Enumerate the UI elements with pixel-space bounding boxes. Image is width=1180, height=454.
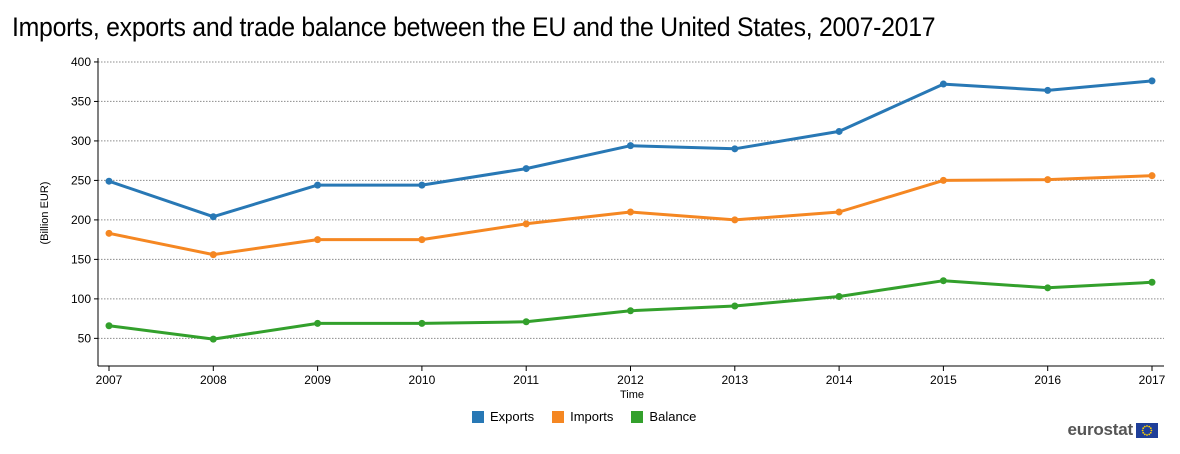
data-point-exports-2007[interactable] (105, 177, 113, 185)
y-tick-label-350: 350 (71, 94, 91, 108)
data-point-exports-2013[interactable] (731, 145, 739, 153)
eurostat-logo: eurostat (1068, 420, 1158, 440)
data-point-exports-2009[interactable] (314, 181, 322, 189)
legend-swatch-imports (552, 410, 565, 423)
x-axis-title: Time (620, 389, 644, 401)
data-point-balance-2008[interactable] (209, 335, 217, 343)
data-point-imports-2012[interactable] (627, 208, 634, 216)
x-tick-label-2007: 2007 (96, 373, 123, 387)
x-tick-label-2016: 2016 (1034, 373, 1061, 387)
legend: Exports Imports Balance (472, 409, 696, 424)
legend-item-balance[interactable]: Balance (631, 409, 696, 424)
data-point-imports-2011[interactable] (522, 220, 530, 228)
data-point-balance-2013[interactable] (731, 302, 739, 310)
y-tick-label-250: 250 (71, 173, 91, 187)
y-tick-label-200: 200 (71, 213, 91, 227)
data-point-balance-2015[interactable] (939, 277, 947, 285)
x-tick-label-2015: 2015 (930, 373, 957, 387)
x-tick-label-2014: 2014 (826, 373, 853, 387)
legend-item-imports[interactable]: Imports (552, 409, 613, 424)
data-point-exports-2011[interactable] (522, 165, 530, 173)
x-tick-label-2013: 2013 (721, 373, 748, 387)
data-point-balance-2011[interactable] (522, 318, 530, 326)
y-tick-label-100: 100 (71, 292, 91, 306)
data-point-exports-2017[interactable] (1148, 77, 1156, 85)
data-point-exports-2010[interactable] (418, 181, 426, 189)
data-point-balance-2010[interactable] (418, 319, 426, 327)
data-point-exports-2012[interactable] (627, 142, 634, 150)
legend-swatch-exports (472, 410, 484, 423)
data-point-imports-2009[interactable] (314, 236, 322, 244)
data-point-imports-2013[interactable] (731, 216, 739, 224)
y-tick-label-50: 50 (78, 331, 92, 345)
axes: 50 100 150 200 250 300 350 400 2007 2008 2009 2010 2… (71, 55, 1166, 387)
data-point-balance-2017[interactable] (1148, 278, 1156, 286)
legend-swatch-balance (631, 410, 644, 423)
legend-item-exports[interactable]: Exports (472, 409, 534, 424)
data-point-imports-2008[interactable] (209, 251, 217, 259)
data-point-exports-2016[interactable] (1044, 86, 1052, 94)
data-point-balance-2012[interactable] (627, 307, 634, 315)
data-point-exports-2008[interactable] (209, 213, 217, 221)
y-axis-title: (Billion EUR) (39, 182, 51, 245)
x-tick-label-2012: 2012 (617, 373, 644, 387)
eu-flag-icon (1136, 422, 1158, 438)
y-tick-label-400: 400 (71, 55, 91, 69)
data-point-imports-2017[interactable] (1148, 172, 1156, 180)
data-point-imports-2010[interactable] (418, 236, 426, 244)
data-point-imports-2016[interactable] (1044, 176, 1052, 184)
data-point-balance-2007[interactable] (105, 322, 113, 330)
data-point-imports-2015[interactable] (939, 176, 947, 184)
x-tick-label-2017: 2017 (1139, 373, 1166, 387)
data-point-imports-2014[interactable] (835, 208, 843, 216)
grid-lines (98, 61, 1164, 339)
data-point-imports-2007[interactable] (105, 229, 113, 237)
data-point-exports-2014[interactable] (835, 127, 843, 135)
x-tick-label-2009: 2009 (304, 373, 331, 387)
chart-title: Imports, exports and trade balance betwe… (12, 12, 936, 42)
x-tick-label-2011: 2011 (513, 373, 539, 387)
eurostat-wordmark: eurostat (1067, 420, 1134, 439)
data-point-balance-2016[interactable] (1044, 284, 1052, 292)
legend-label-balance: Balance (649, 409, 697, 424)
series-lines (105, 77, 1156, 343)
x-tick-label-2008: 2008 (200, 373, 227, 387)
legend-label-exports: Exports (490, 409, 535, 424)
data-point-exports-2015[interactable] (939, 80, 947, 88)
data-point-balance-2014[interactable] (835, 293, 843, 301)
legend-label-imports: Imports (570, 409, 614, 424)
y-tick-label-150: 150 (71, 252, 91, 266)
data-point-balance-2009[interactable] (314, 319, 322, 327)
x-tick-label-2010: 2010 (409, 373, 436, 387)
y-tick-label-300: 300 (71, 134, 91, 148)
